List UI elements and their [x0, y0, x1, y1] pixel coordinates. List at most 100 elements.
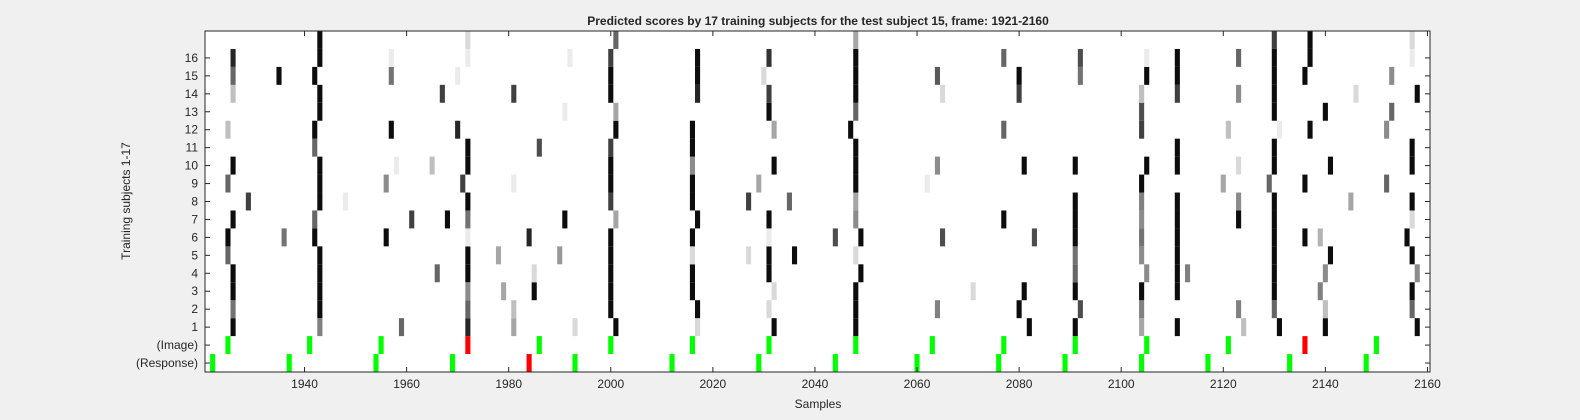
x-tick-label: 1980 [495, 377, 522, 391]
score-cell [1139, 318, 1145, 337]
score-cell [1414, 84, 1420, 103]
score-cell [1241, 318, 1247, 337]
score-cell [276, 66, 282, 85]
score-cell [853, 246, 859, 265]
event-marker-green [1072, 336, 1078, 355]
score-cell [1322, 300, 1328, 319]
score-cell [940, 228, 946, 247]
x-tick-label: 2100 [1108, 377, 1135, 391]
score-cell [608, 138, 614, 157]
score-cell [1307, 120, 1313, 139]
score-cell [766, 48, 772, 67]
score-cell [746, 246, 752, 265]
score-cell [1174, 84, 1180, 103]
score-cell [613, 210, 619, 229]
score-cell [689, 192, 695, 211]
y-tick-label: 12 [185, 123, 199, 137]
score-cell [608, 84, 614, 103]
score-cell [1174, 264, 1180, 283]
score-cell [1271, 156, 1277, 175]
score-cell [1307, 31, 1313, 49]
score-cell [1016, 66, 1022, 85]
score-cell [1271, 138, 1277, 157]
score-cell [312, 66, 318, 85]
score-cell [613, 120, 619, 139]
score-cell [455, 66, 461, 85]
score-cell [1174, 192, 1180, 211]
score-cell [1139, 102, 1145, 121]
score-cell [342, 192, 348, 211]
score-cell [1409, 31, 1415, 49]
score-cell [1077, 66, 1083, 85]
score-cell [1072, 318, 1078, 337]
score-cell [230, 318, 236, 337]
score-cell [689, 156, 695, 175]
event-marker-green [1139, 354, 1145, 372]
score-cell [398, 318, 405, 337]
event-marker-green [689, 336, 695, 355]
score-cell [501, 282, 507, 301]
y-tick-label: 5 [191, 248, 198, 262]
score-cell [771, 156, 777, 175]
score-cell [1139, 228, 1145, 247]
score-cell [695, 84, 701, 103]
score-cell [853, 156, 859, 175]
event-marker-green [536, 336, 542, 355]
event-marker-green [450, 354, 456, 372]
score-cell [1026, 318, 1032, 337]
score-cell [511, 300, 517, 319]
score-cell [1409, 138, 1415, 157]
score-cell [1001, 210, 1007, 229]
score-cell [465, 48, 471, 67]
score-cell [970, 282, 976, 301]
score-cell [317, 84, 323, 103]
score-cell [853, 210, 859, 229]
score-cell [1174, 66, 1180, 85]
score-cell [557, 246, 563, 265]
score-cell [388, 48, 394, 67]
score-cell [1139, 120, 1145, 139]
x-tick-label: 2140 [1312, 377, 1339, 391]
score-cell [766, 210, 772, 229]
score-cell [444, 210, 450, 229]
score-cell [1271, 264, 1277, 283]
score-cell [1276, 318, 1282, 337]
score-cell [1307, 48, 1313, 67]
score-cell [608, 192, 614, 211]
score-cell [1414, 318, 1420, 337]
score-cell [317, 31, 323, 49]
score-cell [230, 282, 236, 301]
score-cell [1271, 66, 1277, 85]
score-cell [771, 120, 777, 139]
score-cell [766, 228, 772, 247]
score-cell [1072, 282, 1078, 301]
score-cell [608, 174, 614, 193]
score-cell [695, 210, 701, 229]
x-tick-label: 2120 [1210, 377, 1237, 391]
score-cell [689, 246, 695, 265]
score-cell [465, 246, 471, 265]
score-cell [1001, 120, 1007, 139]
score-cell [1236, 48, 1242, 67]
score-cell [608, 282, 614, 301]
score-cell [230, 300, 236, 319]
event-marker-green [608, 336, 614, 355]
score-cell [858, 264, 864, 283]
score-cell [934, 156, 940, 175]
x-tick-label: 2080 [1006, 377, 1033, 391]
y-tick-label: 11 [186, 141, 199, 155]
score-cell [695, 48, 701, 67]
score-cell [766, 84, 772, 103]
score-cell [1016, 84, 1022, 103]
y-tick-label: (Image) [157, 338, 198, 352]
event-marker-green [1373, 336, 1379, 355]
score-cell [853, 282, 859, 301]
score-cell [940, 84, 946, 103]
event-marker-green [669, 354, 675, 372]
score-cell [924, 174, 930, 193]
score-cell [1139, 192, 1145, 211]
score-cell [1322, 318, 1328, 337]
score-cell [1139, 174, 1145, 193]
y-tick-label: 9 [191, 177, 198, 191]
event-marker-green [1001, 336, 1007, 355]
